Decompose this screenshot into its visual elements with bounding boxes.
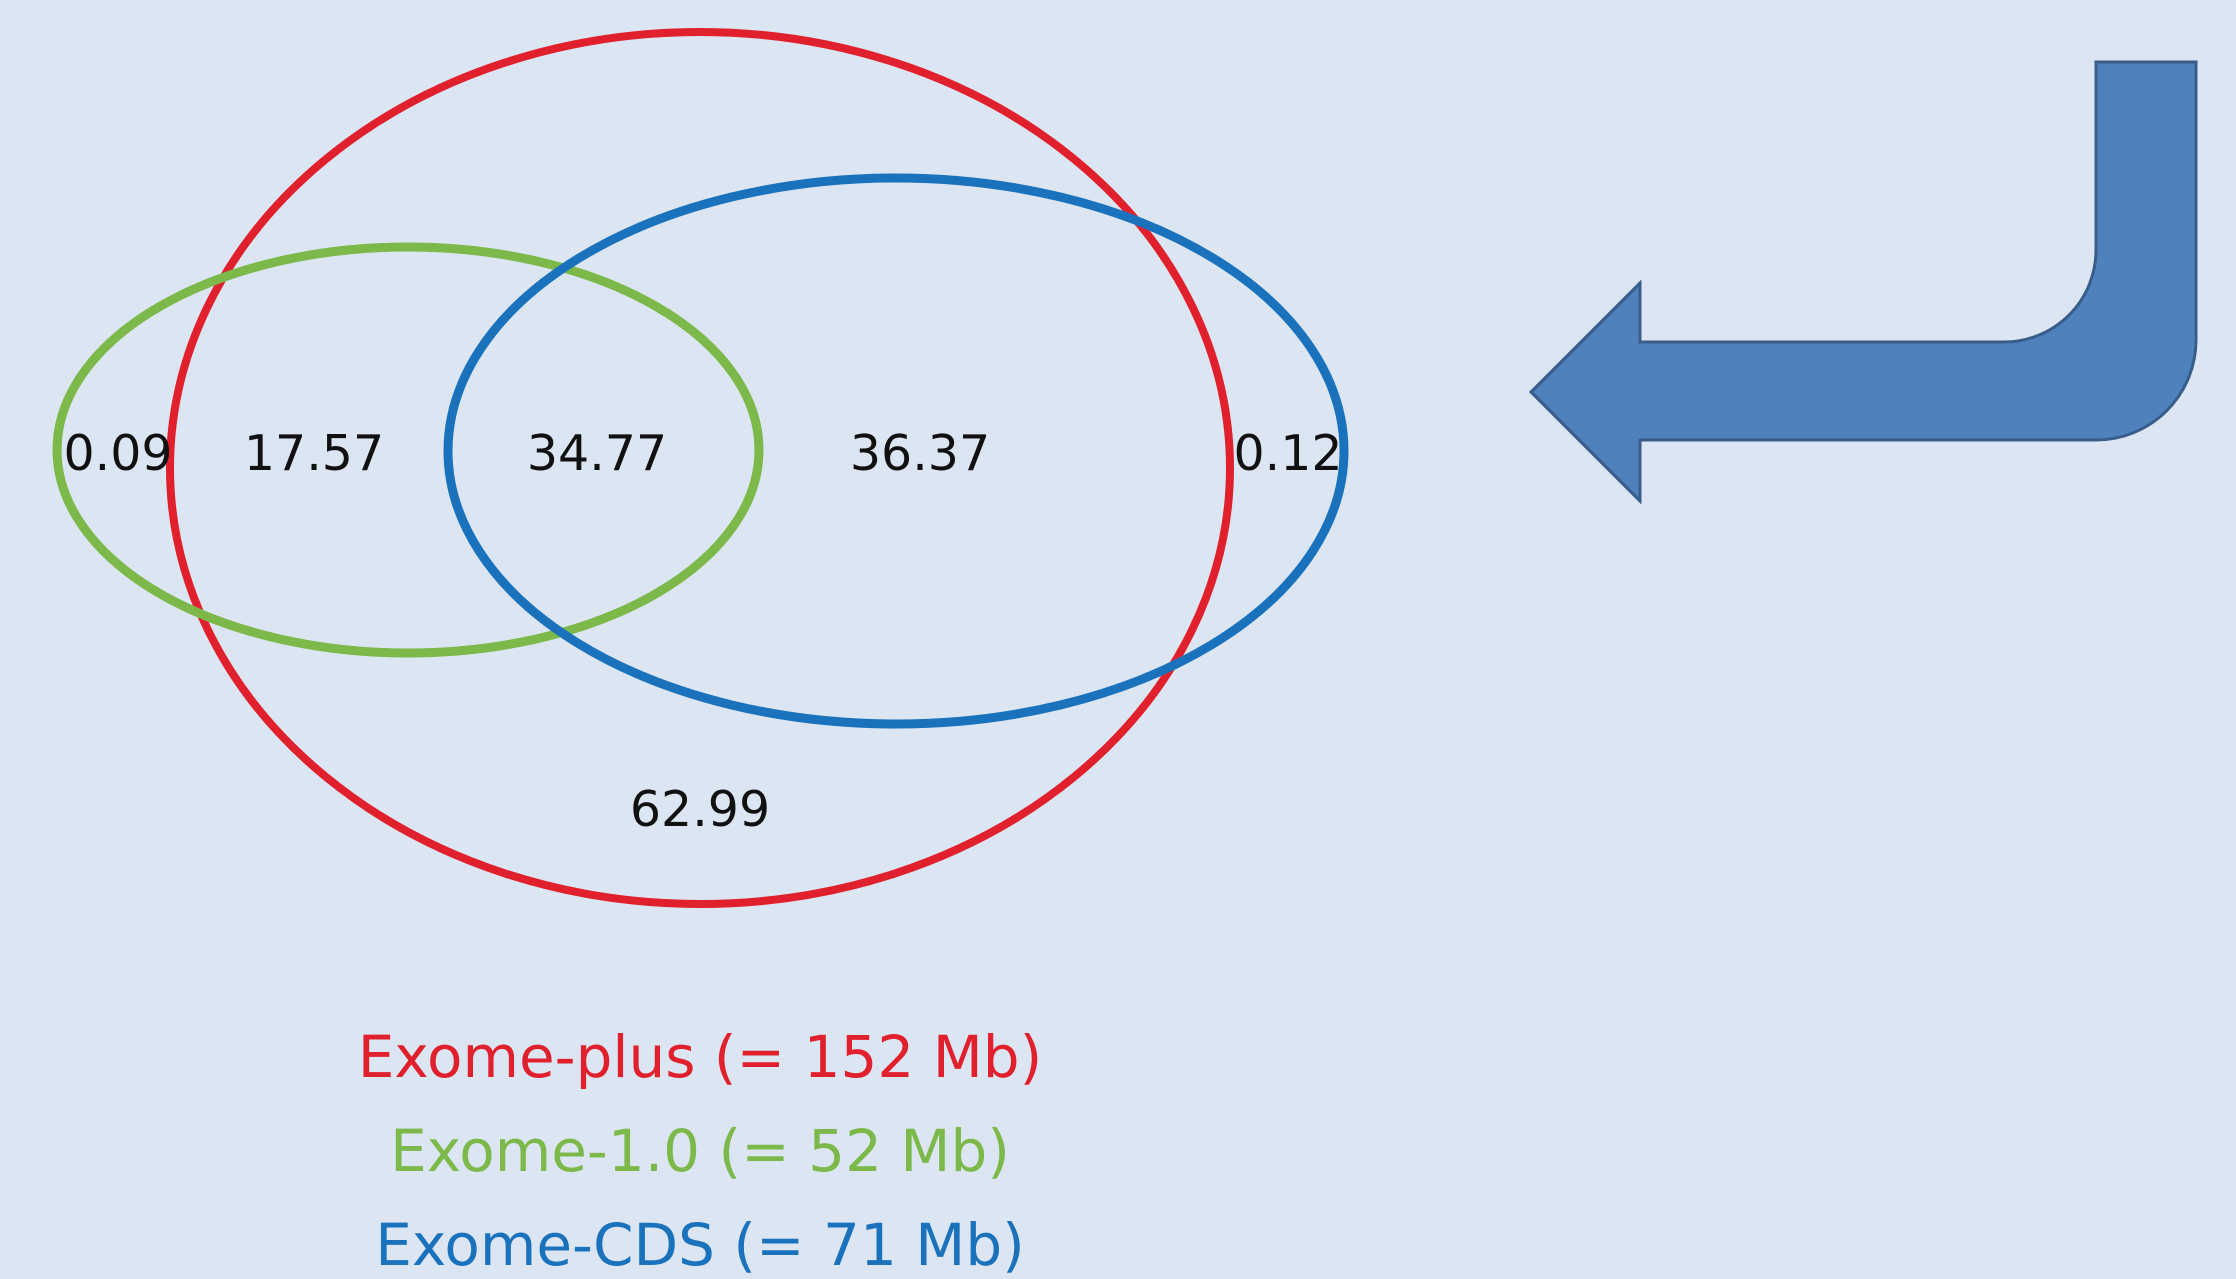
region-blue-only-label: 0.12 xyxy=(1233,425,1342,482)
legend-exome-cds: Exome-CDS (= 71 Mb) xyxy=(375,1211,1025,1279)
curved-return-arrow-icon xyxy=(1528,60,2198,505)
legend-exome-plus: Exome-plus (= 152 Mb) xyxy=(357,1023,1043,1091)
legend-exome-1-0: Exome-1.0 (= 52 Mb) xyxy=(390,1117,1010,1185)
exome-cds-ellipse xyxy=(443,173,1349,729)
region-red-green-label: 17.57 xyxy=(244,425,384,482)
exome-plus-ellipse xyxy=(166,28,1234,908)
region-red-green-blue-label: 34.77 xyxy=(527,425,667,482)
region-red-only-label: 62.99 xyxy=(630,781,770,838)
region-red-blue-label: 36.37 xyxy=(850,425,990,482)
region-green-only-label: 0.09 xyxy=(63,425,172,482)
exome-1-0-ellipse xyxy=(52,242,764,658)
